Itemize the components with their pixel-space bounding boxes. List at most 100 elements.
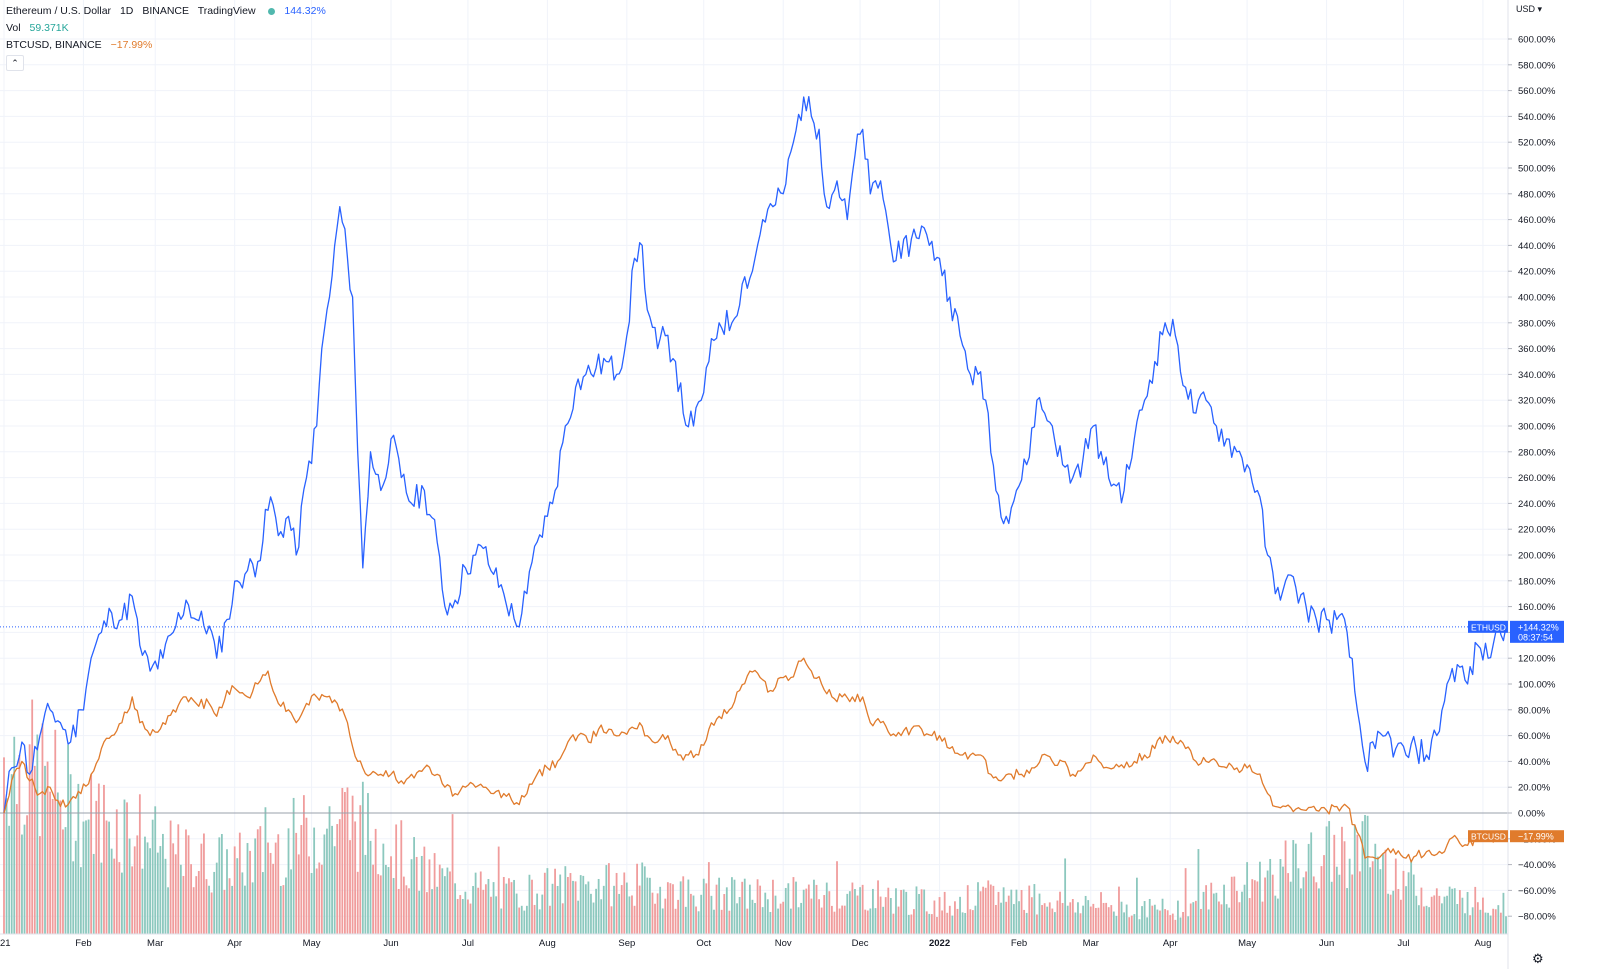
volume-bar bbox=[90, 774, 93, 934]
volume-bar bbox=[387, 867, 390, 934]
volume-bar bbox=[1417, 905, 1420, 934]
volume-bar bbox=[1269, 858, 1272, 934]
volume-bar bbox=[1341, 826, 1343, 934]
volume-bar bbox=[1197, 849, 1200, 934]
legend-volume[interactable]: Vol 59.371K bbox=[6, 22, 75, 34]
volume-bar bbox=[1082, 905, 1084, 934]
volume-bar bbox=[1120, 901, 1123, 934]
volume-bar bbox=[469, 903, 472, 934]
volume-bar bbox=[1192, 902, 1195, 934]
volume-bar bbox=[1233, 876, 1236, 934]
volume-bar bbox=[36, 734, 39, 934]
volume-bar bbox=[1094, 907, 1097, 934]
volume-bar bbox=[315, 868, 318, 934]
volume-bar bbox=[13, 736, 16, 934]
volume-bar bbox=[887, 887, 890, 934]
volume-bar bbox=[1433, 895, 1436, 934]
volume-bar bbox=[1407, 872, 1410, 934]
chevron-up-icon[interactable]: ⌃ bbox=[6, 55, 24, 71]
legend-compare[interactable]: BTCUSD, BINANCE −17.99% bbox=[6, 39, 158, 51]
volume-bar bbox=[87, 819, 90, 934]
volume-bar bbox=[392, 878, 395, 934]
volume-bar bbox=[897, 906, 900, 934]
volume-bar bbox=[482, 889, 485, 934]
volume-bar bbox=[38, 836, 41, 934]
time-axis[interactable]: 21 Feb Mar Apr May Jun Jul Aug Sep Oct Nov Dec 2022 F… bbox=[0, 938, 1491, 949]
volume-bar bbox=[108, 821, 110, 934]
volume-bar bbox=[1148, 898, 1151, 934]
volume-bar bbox=[495, 896, 498, 934]
time-tick-label: May bbox=[303, 938, 321, 949]
time-tick-label: 2022 bbox=[929, 938, 950, 949]
volume-bar bbox=[810, 898, 813, 934]
volume-bar bbox=[21, 834, 23, 934]
symbol-title[interactable]: Ethereum / U.S. Dollar bbox=[6, 5, 112, 17]
volume-bar bbox=[213, 871, 216, 934]
time-tick-label: Jul bbox=[462, 938, 474, 949]
volume-bar bbox=[59, 800, 62, 934]
volume-bar bbox=[1287, 873, 1290, 934]
volume-bar bbox=[807, 884, 810, 934]
volume-bar bbox=[620, 885, 623, 934]
volume-bar bbox=[1371, 861, 1374, 934]
volume-bar bbox=[477, 887, 480, 934]
volume-bar bbox=[584, 884, 587, 934]
volume-bar bbox=[1123, 912, 1125, 934]
volume-bar bbox=[910, 914, 913, 934]
volume-bar bbox=[1215, 892, 1218, 934]
volume-value: 59.371K bbox=[29, 22, 69, 34]
volume-bar bbox=[533, 904, 536, 934]
volume-bar bbox=[1420, 887, 1423, 934]
volume-bar bbox=[492, 882, 495, 934]
price-axis[interactable]: 600.00% 580.00% 560.00% 540.00% 520.00% 500.0… bbox=[1508, 35, 1556, 923]
volume-bar bbox=[1487, 912, 1489, 934]
volume-bar bbox=[884, 897, 887, 934]
interval-label[interactable]: 1D bbox=[119, 5, 134, 17]
currency-button[interactable]: USD ▾ bbox=[1516, 4, 1543, 14]
volume-bar bbox=[1323, 855, 1325, 934]
volume-bar bbox=[818, 899, 820, 934]
volume-bar bbox=[133, 846, 136, 934]
axis-tick-label: 60.00% bbox=[1518, 731, 1551, 742]
time-tick-label: Oct bbox=[696, 938, 711, 949]
volume-bar bbox=[1317, 888, 1320, 934]
axis-tick-label: −60.00% bbox=[1518, 886, 1556, 897]
volume-bar bbox=[815, 884, 818, 934]
volume-bar bbox=[974, 905, 977, 934]
volume-bar bbox=[654, 903, 656, 934]
axis-tick-label: 260.00% bbox=[1518, 473, 1556, 484]
volume-bar bbox=[1330, 881, 1333, 934]
volume-bar bbox=[177, 824, 180, 934]
volume-bar bbox=[1320, 866, 1323, 934]
volume-bar bbox=[500, 908, 503, 934]
volume-bar bbox=[1184, 868, 1187, 934]
volume-bar bbox=[690, 893, 692, 934]
volume-bar bbox=[18, 754, 21, 934]
volume-bar bbox=[784, 887, 787, 934]
volume-bar bbox=[954, 901, 956, 934]
volume-bar bbox=[141, 868, 144, 934]
volume-bar bbox=[1151, 905, 1154, 934]
volume-bar bbox=[1294, 843, 1297, 934]
time-tick-label: Mar bbox=[147, 938, 163, 949]
volume-bar bbox=[1118, 886, 1120, 934]
volume-bar bbox=[1043, 903, 1046, 934]
volume-bar bbox=[1092, 903, 1095, 934]
volume-bar bbox=[792, 877, 795, 934]
volume-bar bbox=[971, 910, 974, 934]
volume-bar bbox=[1112, 911, 1115, 934]
volume-bar bbox=[997, 891, 1000, 934]
gear-icon[interactable]: ⚙ bbox=[1532, 951, 1544, 966]
volume-bar bbox=[361, 781, 364, 934]
volume-bar bbox=[1292, 840, 1295, 934]
volume-bar bbox=[443, 876, 446, 934]
time-tick-label: Aug bbox=[1474, 938, 1491, 949]
volume-bar bbox=[174, 854, 177, 934]
volume-bar bbox=[1423, 906, 1425, 934]
volume-bar bbox=[1441, 903, 1443, 934]
volume-bar bbox=[354, 821, 357, 934]
volume-bar bbox=[802, 889, 805, 934]
volume-bar bbox=[669, 883, 672, 934]
axis-tick-label: −80.00% bbox=[1518, 912, 1556, 923]
